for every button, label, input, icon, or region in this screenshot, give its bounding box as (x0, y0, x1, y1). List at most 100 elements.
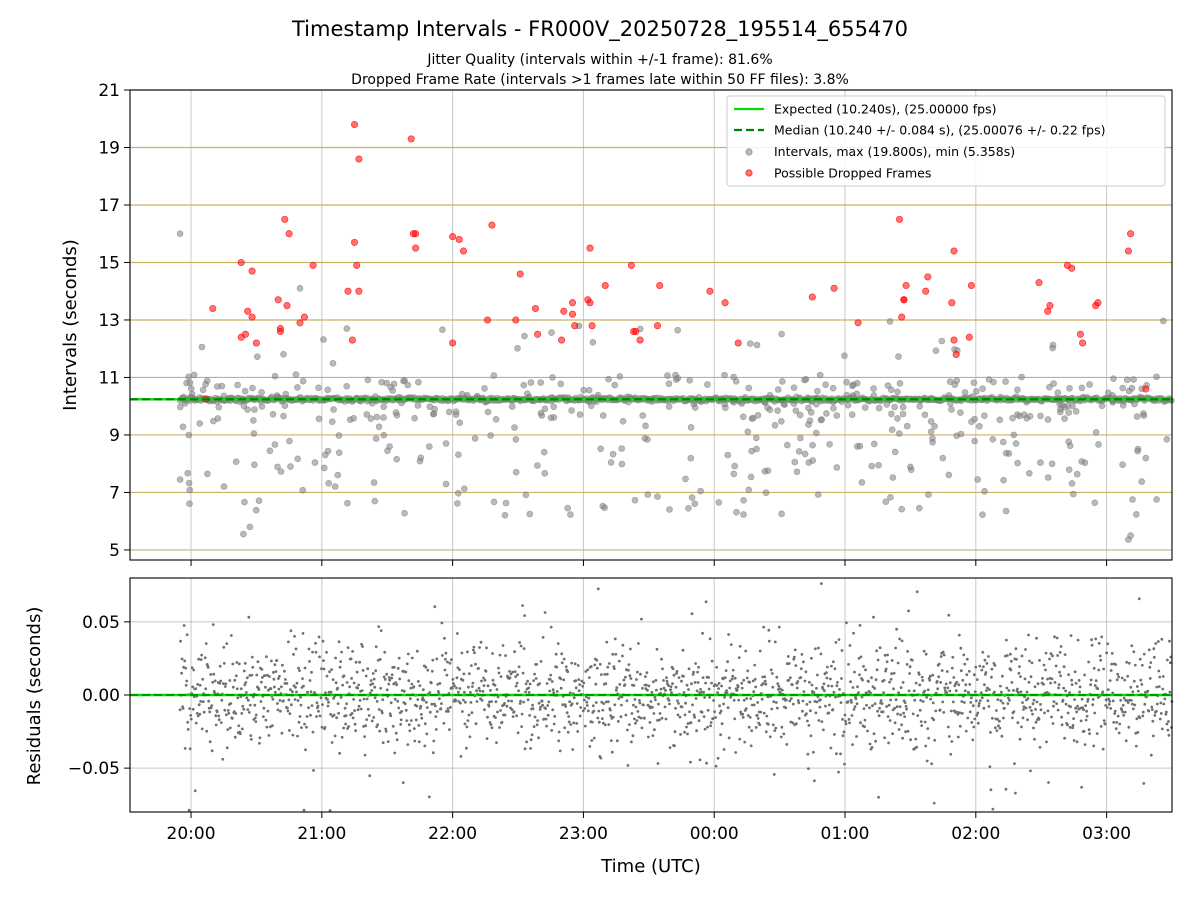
residual-point (956, 735, 960, 739)
residual-point (840, 649, 844, 652)
residual-point (376, 723, 380, 726)
residual-point (331, 678, 335, 681)
residual-point (985, 662, 989, 665)
interval-point (870, 440, 878, 448)
residual-point (735, 688, 739, 692)
residual-point (665, 676, 668, 679)
residual-point (335, 716, 338, 720)
residual-point (523, 614, 526, 617)
residual-point (932, 718, 936, 722)
residual-point (745, 697, 749, 700)
interval-point (732, 377, 740, 385)
residual-point (302, 684, 305, 688)
residual-point (962, 701, 966, 704)
residual-point (1038, 659, 1041, 662)
residual-point (465, 746, 468, 750)
interval-point (258, 403, 266, 410)
residual-point (413, 739, 417, 743)
residual-point (1143, 702, 1147, 706)
residual-point (678, 715, 682, 719)
residual-point (218, 681, 222, 685)
residual-point (807, 767, 810, 770)
interval-point (1129, 496, 1136, 503)
residual-point (366, 707, 370, 711)
residual-point (469, 691, 472, 694)
dropped-frame-point (1076, 330, 1084, 338)
residual-point (1117, 731, 1121, 735)
residual-point (788, 699, 792, 703)
residual-point (696, 681, 700, 684)
residual-point (859, 655, 863, 659)
residual-point (275, 659, 279, 662)
residual-point (638, 701, 642, 705)
residual-point (1168, 690, 1172, 694)
residual-point (310, 704, 314, 707)
residual-point (285, 682, 289, 685)
residual-point (448, 728, 451, 731)
residual-point (1016, 687, 1019, 691)
interval-point (328, 418, 336, 426)
residual-point (773, 640, 777, 644)
residual-point (651, 734, 655, 737)
residual-point (655, 688, 658, 692)
residual-point (530, 733, 534, 737)
residual-point (945, 691, 949, 694)
residual-point (385, 688, 389, 692)
residual-point (207, 699, 211, 703)
residual-point (1116, 672, 1120, 676)
interval-point (1123, 376, 1131, 384)
residual-point (825, 676, 829, 680)
residual-point (1066, 711, 1070, 715)
residual-point (1059, 674, 1062, 678)
residual-point (494, 716, 497, 719)
interval-point (490, 372, 498, 379)
interval-point (915, 504, 923, 512)
residual-point (615, 739, 619, 743)
residual-point (1117, 675, 1121, 679)
residual-point (422, 698, 426, 702)
residual-point (264, 718, 268, 722)
interval-point (1086, 381, 1093, 388)
residual-point (340, 650, 343, 654)
residual-point (1070, 683, 1074, 686)
residual-point (1013, 762, 1016, 765)
residual-point (913, 698, 917, 702)
interval-point (746, 340, 754, 347)
residual-point (1000, 690, 1003, 694)
residual-point (1102, 719, 1106, 722)
residual-point (640, 617, 643, 621)
interval-point (490, 498, 498, 506)
interval-point (921, 411, 929, 419)
interval-point (210, 417, 217, 425)
residual-point (633, 698, 637, 701)
residual-point (979, 691, 983, 695)
residual-point (580, 679, 584, 683)
residual-point (550, 680, 554, 683)
residual-point (521, 604, 524, 607)
interval-point (538, 412, 546, 419)
residual-point (203, 656, 207, 660)
residual-point (1044, 651, 1048, 655)
interval-point (1140, 410, 1147, 417)
dropped-frame-point (412, 230, 420, 238)
interval-point (805, 421, 812, 428)
residual-point (990, 675, 993, 679)
residual-point (393, 751, 397, 755)
residual-point (1001, 701, 1005, 705)
residual-point (682, 675, 685, 678)
residual-point (571, 748, 575, 751)
interval-point (1037, 412, 1044, 420)
residual-point (546, 713, 550, 717)
residual-point (322, 659, 325, 662)
residual-point (1165, 710, 1168, 714)
residual-point (578, 683, 582, 686)
residual-point (965, 657, 969, 661)
residual-point (234, 712, 238, 715)
legend-median-label: Median (10.240 +/- 0.084 s), (25.00076 +… (774, 123, 1105, 138)
residual-point (1066, 723, 1069, 727)
residual-point (818, 705, 822, 709)
interval-point (1131, 400, 1138, 408)
residual-point (1087, 660, 1090, 664)
residual-point (419, 713, 423, 716)
residual-point (491, 678, 495, 682)
